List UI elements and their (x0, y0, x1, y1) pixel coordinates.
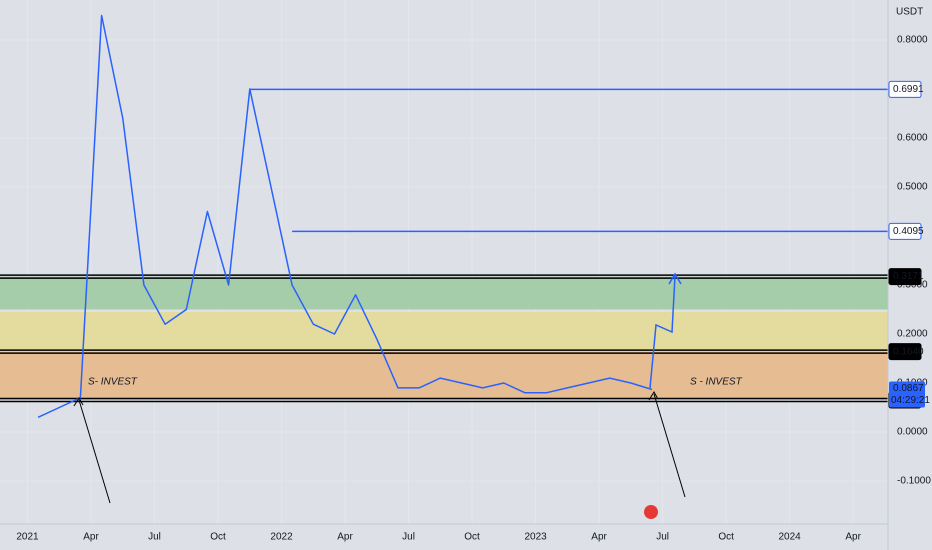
level-label: 0.6991 (893, 84, 924, 95)
annotation: S- INVEST (88, 377, 138, 388)
zone (0, 276, 888, 310)
x-tick-label: Jul (656, 532, 669, 543)
x-tick-label: 2023 (524, 532, 547, 543)
level-label-box (888, 268, 922, 286)
y-tick-label: 0.2000 (897, 329, 928, 340)
projection (649, 275, 676, 389)
level-label-box (888, 80, 922, 98)
last-price-label: 0.0867 (893, 383, 924, 394)
x-tick-label: 2022 (270, 532, 293, 543)
y-tick-label: 0.5000 (897, 182, 928, 193)
label-layer: 2021 Apr Jul Oct 2022 Apr Jul Oct 2023 Apr Jul Oct 2… (16, 35, 931, 543)
arrow (78, 399, 111, 504)
y-tick-label: -0.1000 (897, 476, 931, 487)
arrow-head (73, 397, 84, 407)
zone (0, 311, 888, 352)
x-tick-label: Oct (464, 532, 480, 543)
annotation: S - INVEST (690, 377, 743, 388)
x-tick-label: Jul (148, 532, 161, 543)
unit-label: USDT (896, 7, 923, 18)
level-label: 0.4095 (893, 226, 924, 237)
x-tick-label: Apr (845, 532, 861, 543)
level-label-box (888, 343, 922, 361)
x-tick-label: Apr (83, 532, 99, 543)
level-label: 0.1640 (893, 346, 924, 357)
y-tick-label: 0.8000 (897, 35, 928, 46)
level-label-box (888, 222, 922, 240)
x-tick-label: 2021 (16, 532, 39, 543)
zone (0, 351, 888, 401)
price-line (37, 14, 653, 418)
projection-head (668, 272, 682, 285)
arrow-head (648, 391, 659, 401)
x-tick-label: Jul (402, 532, 415, 543)
background-layer (0, 274, 888, 403)
y-tick-label: 0.3000 (897, 280, 928, 291)
last-price-box (889, 381, 925, 408)
price-layer (37, 14, 888, 418)
x-tick-label: Oct (718, 532, 734, 543)
x-tick-label: 2024 (778, 532, 801, 543)
level-label: 0.3171 (893, 271, 924, 282)
x-tick-label: Apr (337, 532, 353, 543)
event-icon (644, 505, 658, 519)
x-tick-label: Apr (591, 532, 607, 543)
x-tick-label: Oct (210, 532, 226, 543)
arrow (653, 393, 686, 498)
y-tick-label: 0.0000 (897, 427, 928, 438)
y-tick-label: 0.6000 (897, 133, 928, 144)
countdown-label: 04:29:21 (891, 395, 930, 406)
